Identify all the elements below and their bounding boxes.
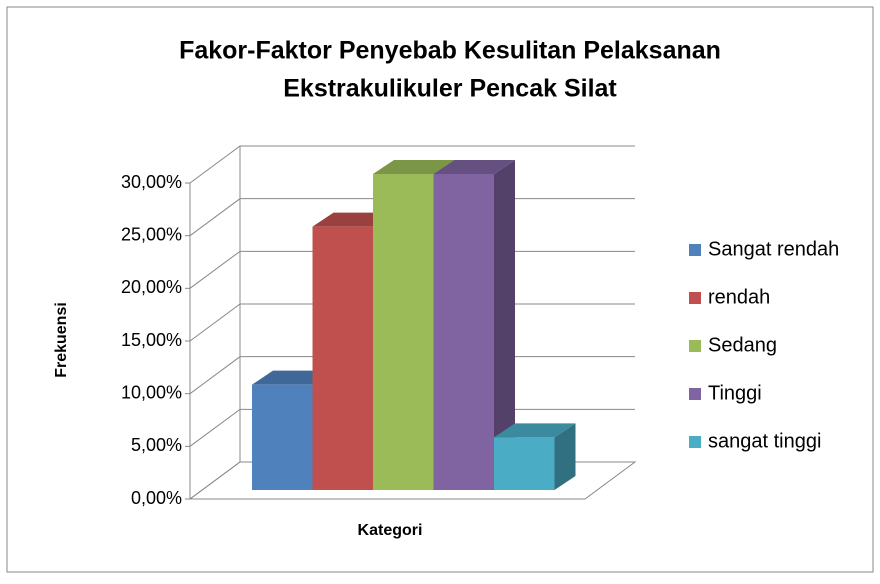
legend-swatch [689,388,701,400]
legend-swatch [689,340,701,352]
y-tick-label: 25,00% [121,224,182,244]
legend-swatch [689,244,701,256]
legend-label: sangat tinggi [708,430,821,452]
y-tick-label: 20,00% [121,277,182,297]
grid-line [189,145,635,184]
bar-top [433,160,515,174]
bar [373,174,434,490]
bar [252,384,313,490]
y-axis-label: Frekuensi [53,302,70,378]
bar-top [494,423,576,438]
bar-top [373,160,455,174]
y-tick-label: 30,00% [121,172,182,192]
y-tick-label: 15,00% [121,330,182,350]
bar [494,437,555,490]
y-tick-label: 0,00% [131,488,182,508]
legend-label: Sangat rendah [708,238,839,260]
bar-side [554,423,576,490]
legend-label: rendah [708,286,770,308]
legend-swatch [689,292,701,304]
chart-title: Fakor-Faktor Penyebab Kesulitan Pelaksan… [179,37,721,65]
x-axis-label: Kategori [358,522,423,539]
y-tick-label: 10,00% [121,382,182,402]
legend-label: Sedang [708,334,777,356]
chart-title: Ekstrakulikuler Pencak Silat [283,75,617,103]
y-tick-label: 5,00% [131,435,182,455]
bar-side [494,160,515,490]
legend-swatch [689,436,701,448]
legend-label: Tinggi [708,382,762,404]
bar [312,226,373,490]
bar [433,174,494,490]
